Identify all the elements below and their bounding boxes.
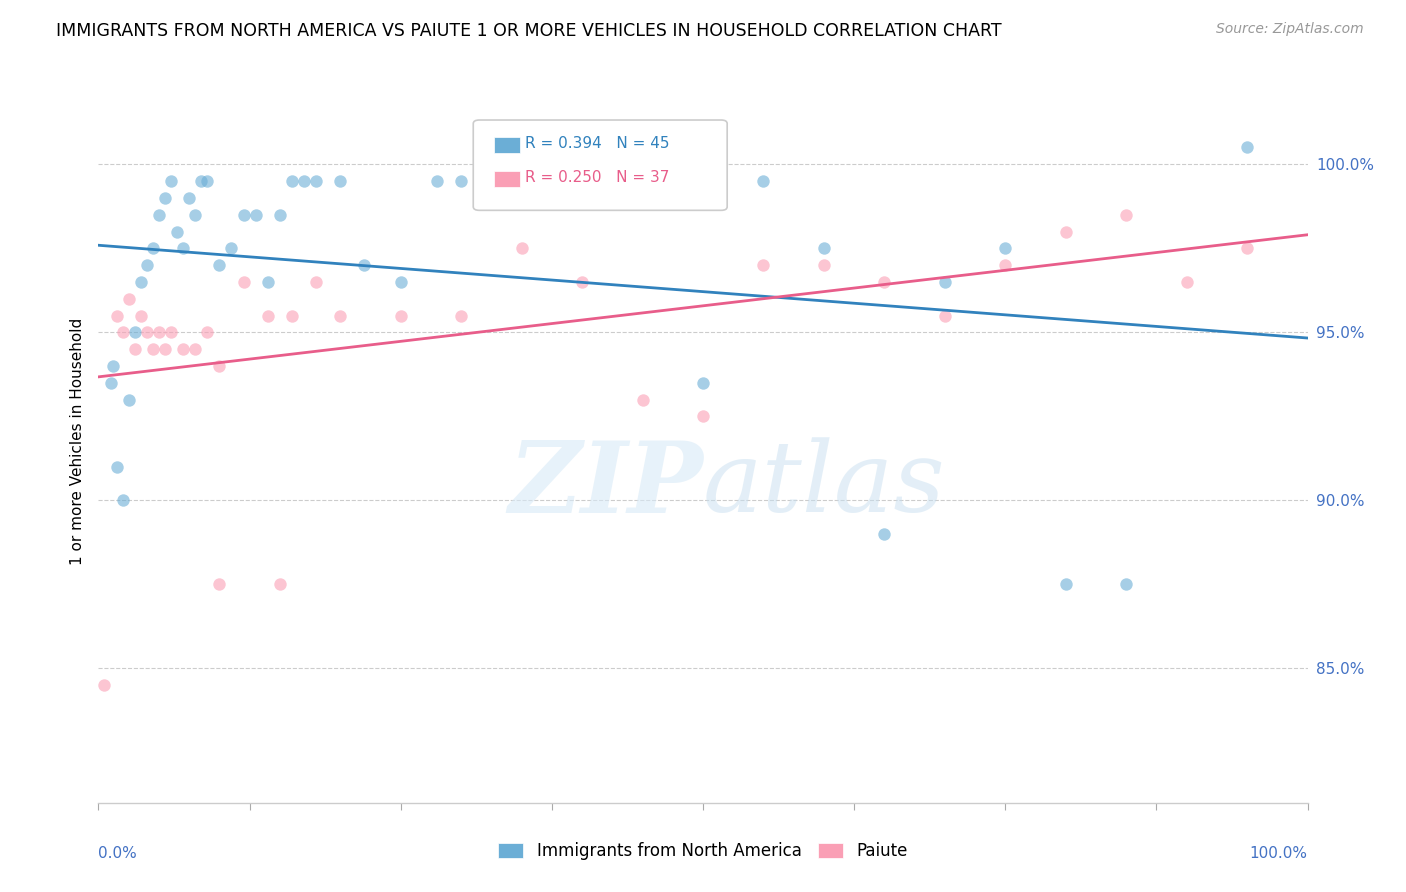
Point bbox=[232, 208, 254, 222]
Point bbox=[873, 275, 896, 289]
Point bbox=[281, 174, 304, 188]
FancyBboxPatch shape bbox=[494, 137, 520, 153]
Point bbox=[195, 326, 218, 340]
Point bbox=[190, 174, 212, 188]
Point bbox=[269, 577, 291, 591]
Point bbox=[305, 174, 328, 188]
Point bbox=[101, 359, 124, 373]
Point bbox=[179, 191, 201, 205]
Point bbox=[1236, 140, 1258, 154]
Text: 100.0%: 100.0% bbox=[1250, 847, 1308, 861]
Point bbox=[118, 292, 141, 306]
Point bbox=[160, 326, 183, 340]
Point bbox=[813, 241, 835, 255]
Text: ZIP: ZIP bbox=[508, 437, 703, 533]
Text: IMMIGRANTS FROM NORTH AMERICA VS PAIUTE 1 OR MORE VEHICLES IN HOUSEHOLD CORRELAT: IMMIGRANTS FROM NORTH AMERICA VS PAIUTE … bbox=[56, 22, 1002, 40]
Point bbox=[269, 208, 291, 222]
Point bbox=[148, 208, 170, 222]
Point bbox=[153, 191, 176, 205]
Point bbox=[111, 493, 134, 508]
Point bbox=[208, 577, 231, 591]
Point bbox=[105, 459, 128, 474]
Point bbox=[450, 309, 472, 323]
Point bbox=[166, 225, 188, 239]
Point bbox=[329, 174, 352, 188]
Point bbox=[486, 174, 509, 188]
Text: R = 0.394   N = 45: R = 0.394 N = 45 bbox=[526, 136, 669, 152]
Point bbox=[631, 174, 654, 188]
Point bbox=[353, 258, 375, 272]
Text: 0.0%: 0.0% bbox=[98, 847, 138, 861]
Point bbox=[245, 208, 267, 222]
Point bbox=[1115, 208, 1137, 222]
Point bbox=[1054, 577, 1077, 591]
Point bbox=[208, 258, 231, 272]
Point bbox=[994, 241, 1017, 255]
Point bbox=[93, 678, 115, 692]
Point bbox=[184, 208, 207, 222]
Point bbox=[172, 241, 194, 255]
Point bbox=[523, 174, 546, 188]
Point bbox=[184, 342, 207, 356]
Point bbox=[256, 275, 278, 289]
Text: atlas: atlas bbox=[703, 437, 946, 533]
Point bbox=[1175, 275, 1198, 289]
Point bbox=[232, 275, 254, 289]
FancyBboxPatch shape bbox=[474, 120, 727, 211]
Point bbox=[135, 258, 157, 272]
Point bbox=[510, 241, 533, 255]
Point bbox=[105, 309, 128, 323]
Point bbox=[813, 258, 835, 272]
Point bbox=[142, 241, 165, 255]
Point bbox=[426, 174, 449, 188]
Point bbox=[208, 359, 231, 373]
FancyBboxPatch shape bbox=[494, 171, 520, 187]
Point bbox=[172, 342, 194, 356]
Point bbox=[160, 174, 183, 188]
Point bbox=[124, 342, 146, 356]
Point bbox=[153, 342, 176, 356]
Point bbox=[1054, 225, 1077, 239]
Point bbox=[389, 275, 412, 289]
Point bbox=[752, 258, 775, 272]
Point bbox=[571, 174, 593, 188]
Point bbox=[994, 258, 1017, 272]
Point bbox=[129, 275, 152, 289]
Point bbox=[1236, 241, 1258, 255]
Point bbox=[100, 376, 122, 390]
Point bbox=[148, 326, 170, 340]
Point bbox=[281, 309, 304, 323]
Text: R = 0.250   N = 37: R = 0.250 N = 37 bbox=[526, 170, 669, 186]
Point bbox=[389, 309, 412, 323]
Legend: Immigrants from North America, Paiute: Immigrants from North America, Paiute bbox=[492, 836, 914, 867]
Point bbox=[124, 326, 146, 340]
Point bbox=[292, 174, 315, 188]
Point bbox=[1115, 577, 1137, 591]
Point bbox=[129, 309, 152, 323]
Point bbox=[111, 326, 134, 340]
Point bbox=[692, 409, 714, 424]
Point bbox=[571, 275, 593, 289]
Point bbox=[692, 376, 714, 390]
Point bbox=[450, 174, 472, 188]
Point bbox=[631, 392, 654, 407]
Point bbox=[142, 342, 165, 356]
Text: Source: ZipAtlas.com: Source: ZipAtlas.com bbox=[1216, 22, 1364, 37]
Point bbox=[221, 241, 243, 255]
Point bbox=[752, 174, 775, 188]
Point bbox=[934, 309, 956, 323]
Point bbox=[256, 309, 278, 323]
Y-axis label: 1 or more Vehicles in Household: 1 or more Vehicles in Household bbox=[69, 318, 84, 566]
Point bbox=[118, 392, 141, 407]
Point bbox=[329, 309, 352, 323]
Point bbox=[195, 174, 218, 188]
Point bbox=[305, 275, 328, 289]
Point bbox=[135, 326, 157, 340]
Point bbox=[934, 275, 956, 289]
Point bbox=[873, 527, 896, 541]
